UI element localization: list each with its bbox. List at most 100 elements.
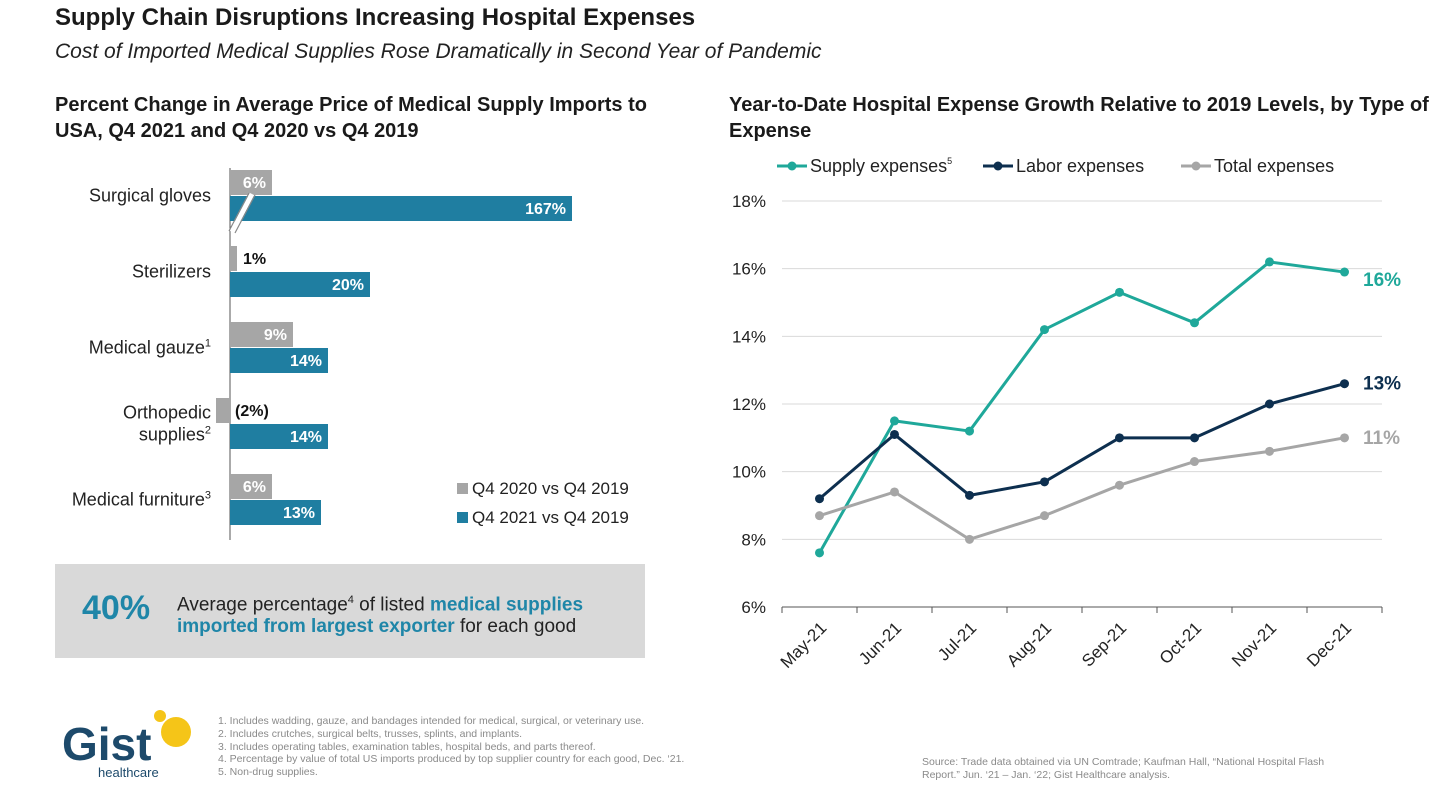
source-note: Source: Trade data obtained via UN Comtr… [922,756,1325,781]
legend-label: Supply expenses5 [810,156,952,176]
data-point [815,494,824,504]
series-labor-expenses [815,379,1349,504]
footnote-3: 3. Includes operating tables, examinatio… [218,740,596,753]
x-tick-label: May-21 [777,618,831,672]
data-point [1115,480,1124,490]
data-point [890,487,899,497]
data-point [1340,379,1349,389]
data-point [1115,433,1124,443]
y-tick-label: 16% [732,260,766,279]
legend-label: Q4 2020 vs Q4 2019 [472,479,629,498]
callout-percentage: 40% [82,589,151,627]
x-tick-label: Sep-21 [1078,618,1130,670]
footnote-2: 2. Includes crutches, surgical belts, tr… [218,727,523,740]
logo-dot-large-icon [161,717,191,747]
gist-logo: Gist healthcare [62,710,191,780]
x-tick-label: Oct-21 [1156,618,1206,668]
footnote-5: 5. Non-drug supplies. [218,766,318,779]
callout-box [55,564,645,658]
bar-data-label: 6% [243,175,266,192]
legend-marker [1191,161,1201,171]
data-point [1040,325,1049,335]
page-title: Supply Chain Disruptions Increasing Hosp… [55,4,696,31]
data-point [1040,511,1049,521]
y-tick-label: 10% [732,463,766,482]
data-point [1265,399,1274,409]
data-point [1040,477,1049,487]
bar-q4-2021 [230,196,572,221]
bar-data-label: 14% [290,429,322,446]
bar-data-label: 1% [243,251,266,268]
bar-q4-2021 [230,348,328,373]
line-chart-title: Year-to-Date Hospital Expense Growth Rel… [729,94,1429,142]
end-label: 13% [1363,374,1401,395]
series-supply-expenses [815,257,1349,558]
data-point [1265,257,1274,267]
data-point [965,534,974,544]
page-subtitle: Cost of Imported Medical Supplies Rose D… [55,40,822,63]
end-label: 11% [1363,428,1400,449]
category-label: Sterilizers [132,262,211,282]
bar-q4-2020 [230,322,293,347]
category-label: Medical furniture3 [72,490,211,510]
x-tick-label: Nov-21 [1228,618,1280,670]
data-point [1190,318,1199,328]
legend-label: Total expenses [1214,156,1334,176]
y-tick-label: 14% [732,327,766,346]
series-line [819,436,1345,541]
x-tick-label: Aug-21 [1003,618,1055,670]
x-tick-label: Jul-21 [934,618,980,664]
series-line [818,382,1345,500]
bar-data-label: (2%) [235,403,269,420]
footnotes: 1. Includes wadding, gauze, and bandages… [218,715,684,779]
legend-label: Labor expenses [1016,156,1144,176]
bar-chart: Surgical gloves 6% 167% Sterilizers 1% 20% Med… [72,168,629,540]
y-tick-label: 12% [732,395,766,414]
category-label: Surgical gloves [89,186,211,206]
data-point [1340,267,1349,277]
y-tick-label: 8% [741,530,766,549]
footnote-1: 1. Includes wadding, gauze, and bandages… [218,715,645,727]
legend-swatch [457,483,468,494]
data-point [1265,446,1274,456]
legend-marker [993,161,1003,171]
data-point [815,511,824,521]
footnote-4: 4. Percentage by value of total US impor… [218,753,685,766]
bar-q4-2021 [230,272,370,297]
legend-label: Q4 2021 vs Q4 2019 [472,508,629,527]
axis-break-mark [228,192,256,234]
bar-data-label: 14% [290,353,322,370]
bar-q4-2020 [230,246,237,271]
data-point [815,548,824,558]
category-label: Orthopedic supplies2 [123,403,211,445]
logo-dot-small-icon [154,710,166,722]
data-point [890,429,899,439]
bar-data-label: 167% [525,201,566,218]
end-label: 16% [1363,270,1401,291]
logo-wordmark: Gist [62,718,151,770]
data-point [1115,287,1124,297]
bar-q4-2020 [230,474,272,499]
logo-subtext: healthcare [98,765,159,780]
category-label: Medical gauze1 [89,338,211,358]
bar-data-label: 6% [243,479,266,496]
y-tick-label: 6% [741,598,766,617]
x-tick-label: Dec-21 [1303,618,1355,670]
legend-marker [787,161,797,171]
bar-q4-2020 [230,170,272,195]
callout-text: Average percentage4 of listed medical su… [177,594,584,638]
data-point [1190,457,1199,467]
bar-q4-2020 [216,398,230,423]
y-tick-label: 18% [732,192,766,211]
legend-swatch [457,512,468,523]
bar-data-label: 13% [283,505,315,522]
bar-q4-2021 [230,500,321,525]
data-point [965,490,974,500]
data-point [965,426,974,436]
bar-chart-title: Percent Change in Average Price of Medic… [55,94,647,142]
series-total-expenses [815,433,1349,544]
x-tick-label: Jun-21 [855,618,905,668]
data-point [1190,433,1199,443]
bar-data-label: 9% [264,327,287,344]
series-line [818,260,1345,554]
